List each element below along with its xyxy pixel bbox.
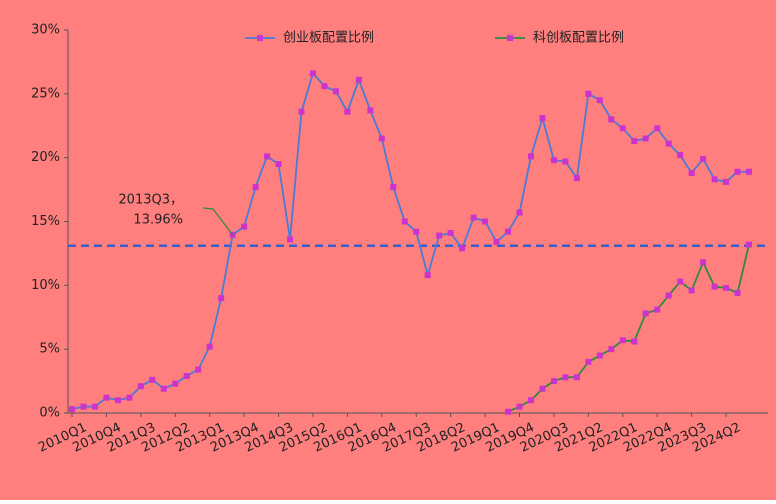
data-point	[493, 238, 500, 245]
data-point	[585, 358, 592, 365]
data-point	[550, 378, 557, 385]
data-point	[608, 346, 615, 353]
data-point	[69, 406, 75, 413]
data-point	[665, 140, 672, 147]
data-point	[642, 135, 649, 142]
data-point	[172, 380, 179, 387]
data-point	[562, 374, 569, 381]
data-point	[183, 372, 190, 379]
data-point	[711, 283, 718, 290]
y-tick-label: 30%	[31, 23, 60, 38]
data-point	[378, 135, 385, 142]
y-tick-label: 10%	[31, 278, 60, 293]
data-point	[688, 169, 695, 176]
data-point	[206, 343, 213, 350]
data-point	[309, 70, 316, 77]
series-line	[507, 244, 750, 413]
data-point	[746, 241, 752, 248]
data-point	[459, 245, 466, 252]
data-point	[218, 295, 225, 302]
data-point	[367, 107, 374, 114]
data-point	[642, 310, 649, 317]
data-point	[596, 97, 603, 104]
data-point	[573, 175, 580, 182]
data-point	[298, 108, 305, 115]
data-point	[539, 385, 546, 392]
annotation-text: 2013Q3，	[118, 193, 183, 208]
data-point	[91, 403, 98, 410]
data-point	[355, 76, 362, 83]
data-point	[608, 116, 615, 123]
data-point	[734, 289, 741, 296]
data-point	[527, 397, 534, 404]
data-point	[436, 232, 443, 239]
data-point	[390, 184, 397, 191]
data-point	[631, 138, 638, 145]
legend-label: 创业板配置比例	[283, 31, 374, 46]
data-point	[275, 161, 282, 168]
data-point	[573, 374, 580, 381]
legend-marker	[257, 35, 263, 41]
data-point	[723, 178, 730, 185]
y-tick-label: 25%	[31, 86, 60, 101]
data-point	[723, 284, 730, 291]
data-point	[619, 125, 626, 132]
annotation-text: 13.96%	[133, 213, 183, 228]
data-point	[746, 168, 752, 175]
data-point	[631, 338, 638, 345]
y-tick-label: 15%	[31, 214, 60, 229]
data-point	[424, 272, 431, 279]
data-point	[596, 352, 603, 359]
data-point	[527, 153, 534, 160]
data-point	[413, 228, 420, 235]
data-point	[700, 259, 707, 266]
data-point	[562, 158, 569, 165]
data-point	[470, 214, 477, 221]
data-point	[195, 366, 202, 373]
legend-marker	[507, 35, 513, 41]
data-point	[114, 397, 121, 404]
data-point	[654, 306, 661, 313]
data-point	[585, 90, 592, 97]
data-point	[126, 394, 133, 401]
data-point	[264, 153, 271, 160]
data-point	[700, 155, 707, 162]
data-point	[241, 223, 248, 230]
data-point	[103, 394, 110, 401]
data-point	[401, 218, 408, 225]
data-point	[619, 337, 626, 344]
data-point	[332, 88, 339, 95]
data-point	[149, 376, 156, 383]
data-point	[654, 125, 661, 132]
data-point	[505, 228, 512, 235]
data-point	[688, 287, 695, 294]
y-tick-label: 20%	[31, 150, 60, 165]
data-point	[447, 229, 454, 236]
data-point	[677, 278, 684, 285]
data-point	[539, 115, 546, 122]
y-tick-label: 0%	[39, 406, 60, 421]
legend-label: 科创板配置比例	[533, 31, 624, 46]
data-point	[482, 218, 489, 225]
data-point	[137, 383, 144, 390]
data-point	[321, 83, 328, 90]
y-tick-label: 5%	[39, 342, 60, 357]
data-point	[344, 108, 351, 115]
data-point	[665, 292, 672, 299]
data-point	[516, 403, 523, 410]
data-point	[287, 236, 294, 243]
data-point	[516, 209, 523, 216]
data-point	[677, 152, 684, 159]
data-point	[711, 176, 718, 183]
data-point	[505, 408, 512, 415]
data-point	[252, 184, 259, 191]
data-point	[160, 385, 167, 392]
data-point	[550, 157, 557, 164]
annotation-leader	[202, 207, 234, 236]
data-point	[80, 403, 87, 410]
data-point	[734, 168, 741, 175]
